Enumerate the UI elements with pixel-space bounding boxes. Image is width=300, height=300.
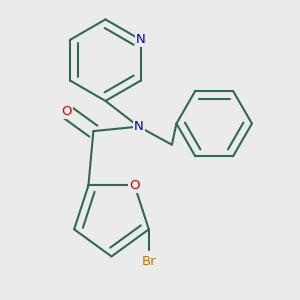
Text: N: N: [134, 120, 144, 133]
Text: O: O: [129, 179, 140, 192]
Text: O: O: [61, 105, 71, 118]
Text: N: N: [136, 33, 146, 46]
Text: Br: Br: [142, 254, 156, 268]
